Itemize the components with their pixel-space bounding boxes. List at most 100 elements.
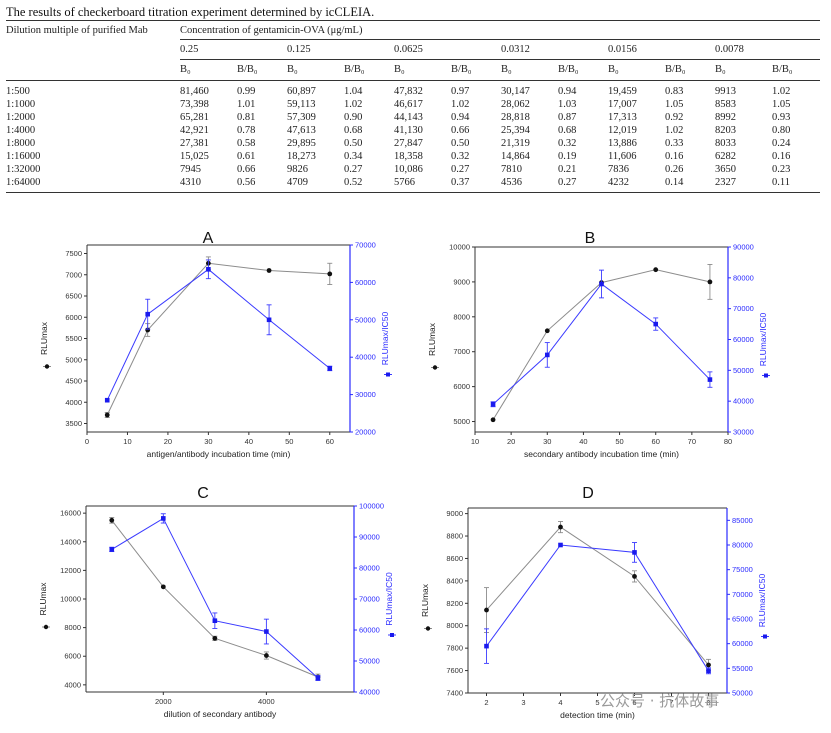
ratio-cell: 0.58 <box>237 137 256 149</box>
ratio-cell: 0.92 <box>665 111 684 123</box>
data-point-ratio <box>315 675 321 681</box>
b0-cell: 6282 <box>715 150 736 162</box>
y-axis-label: RLUmax <box>427 322 437 356</box>
y2-tick-label: 85000 <box>732 516 753 525</box>
b0-cell: 11,606 <box>608 150 637 162</box>
b0-cell: 15,025 <box>180 150 209 162</box>
sub-header-ratio: B/B₀ <box>772 59 820 81</box>
ratio-cell: 0.16 <box>665 150 684 162</box>
conc-header: 0.125 <box>287 39 394 60</box>
sub-header-b0: B₀ <box>715 59 772 81</box>
ratio-cell: 0.33 <box>665 137 684 149</box>
b0-cell: 46,617 <box>394 98 423 110</box>
y2-tick-label: 80000 <box>732 541 753 550</box>
b0-cell: 44,143 <box>394 111 423 123</box>
y2-tick-label: 55000 <box>732 664 753 673</box>
x-tick-label: 40 <box>579 437 587 446</box>
data-point-ratio <box>266 317 272 323</box>
table-row: 1:32000 7945 0.66 9826 0.27 10,086 0.27 7810 0.2… <box>6 163 820 176</box>
series-line-ratio <box>492 283 711 405</box>
panel-title: D <box>582 485 594 502</box>
ratio-cell: 1.01 <box>237 98 256 110</box>
y2-tick-label: 60000 <box>355 278 376 287</box>
b0-cell: 19,459 <box>608 85 637 97</box>
ratio-cell: 0.80 <box>772 124 791 136</box>
ratio-cell: 0.50 <box>451 137 470 149</box>
ratio-cell: 0.27 <box>558 175 608 193</box>
b0-cell: 30,147 <box>501 85 530 97</box>
b0-cell: 4310 <box>180 175 237 193</box>
y-axis-label: RLUmax <box>38 582 48 616</box>
legend-marker-rlumax <box>44 364 50 369</box>
b0-cell: 41,130 <box>394 124 423 136</box>
sub-header-b0: B₀ <box>608 59 665 81</box>
data-point-rlumax <box>632 573 637 579</box>
y2-tick-label: 20000 <box>355 428 376 437</box>
y2-tick-label: 65000 <box>732 615 753 624</box>
b0-cell: 7945 <box>180 163 201 175</box>
x-axis-label: detection time (min) <box>560 710 635 720</box>
y-tick-label: 16000 <box>60 509 81 518</box>
b0-cell: 47,613 <box>287 124 316 136</box>
y2-tick-label: 30000 <box>733 428 754 437</box>
y-tick-label: 12000 <box>60 566 81 575</box>
y-tick-label: 4000 <box>64 680 81 689</box>
ratio-cell: 1.03 <box>558 98 577 110</box>
dilution-cell: 1:4000 <box>6 124 36 136</box>
table-row: 1:1000 73,398 1.01 59,113 1.02 46,617 1.02 28,0… <box>6 98 820 111</box>
conc-header: 0.0625 <box>394 39 501 60</box>
data-point-ratio <box>206 267 211 272</box>
x-tick-label: 7 <box>669 698 673 707</box>
b0-cell: 10,086 <box>394 163 423 175</box>
ratio-cell: 0.23 <box>772 163 791 175</box>
y2-axis-label: RLUmax/IC50 <box>758 313 768 367</box>
b0-cell: 42,921 <box>180 124 209 136</box>
data-point-ratio <box>706 668 711 674</box>
b0-cell: 17,313 <box>608 111 637 123</box>
y-tick-label: 7000 <box>65 270 82 279</box>
data-point-rlumax <box>558 524 563 530</box>
ratio-cell: 0.78 <box>237 124 256 136</box>
data-point-rlumax <box>706 662 711 668</box>
dilution-cell: 1:64000 <box>6 175 180 193</box>
data-point-rlumax <box>490 417 496 423</box>
b0-cell: 5766 <box>394 175 451 193</box>
data-point-rlumax <box>212 635 218 641</box>
ratio-cell: 1.04 <box>344 85 363 97</box>
y-tick-label: 8400 <box>446 576 463 585</box>
table-body: 1:500 81,460 0.99 60,897 1.04 47,832 0.97 30,14… <box>6 80 820 193</box>
b0-cell: 4232 <box>608 175 665 193</box>
b0-cell: 81,460 <box>180 85 209 97</box>
y2-tick-label: 90000 <box>733 243 754 252</box>
b0-cell: 18,358 <box>394 150 423 162</box>
chart-panel-b: B 10 20 30 40 50 60 70 80 5000 6000 7000 8000 9000 100… <box>427 230 770 459</box>
ratio-cell: 0.26 <box>665 163 684 175</box>
y2-tick-label: 60000 <box>732 639 753 648</box>
x-tick-label: 60 <box>652 437 660 446</box>
ratio-cell: 0.50 <box>344 137 363 149</box>
series-line-rlumax <box>111 520 319 678</box>
x-tick-label: 80 <box>724 437 732 446</box>
x-tick-label: 2000 <box>155 697 172 706</box>
data-point-rlumax <box>160 584 166 590</box>
x-tick-label: 0 <box>85 437 89 446</box>
y2-tick-label: 50000 <box>355 315 376 324</box>
ratio-cell: 0.52 <box>344 175 394 193</box>
x-axis-label: antigen/antibody incubation time (min) <box>147 449 291 459</box>
x-axis-label: dilution of secondary antibody <box>164 709 277 719</box>
data-point-rlumax <box>544 328 550 334</box>
y2-axis-label: RLUmax/IC50 <box>757 574 767 628</box>
table-row: 1:64000 4310 0.56 4709 0.52 5766 0.37 4536 0.27 4… <box>6 175 820 193</box>
legend-marker-ratio <box>390 633 394 637</box>
ratio-cell: 0.56 <box>237 175 287 193</box>
b0-cell: 4709 <box>287 175 344 193</box>
ratio-cell: 0.90 <box>344 111 363 123</box>
ratio-cell: 0.32 <box>451 150 470 162</box>
y-tick-label: 7800 <box>446 644 463 653</box>
data-point-ratio <box>599 281 604 287</box>
b0-cell: 27,381 <box>180 137 209 149</box>
b0-cell: 14,864 <box>501 150 530 162</box>
row-header: Dilution multiple of purified Mab <box>6 20 180 40</box>
sub-header-b0: B₀ <box>287 59 344 81</box>
y2-tick-label: 80000 <box>733 273 754 282</box>
